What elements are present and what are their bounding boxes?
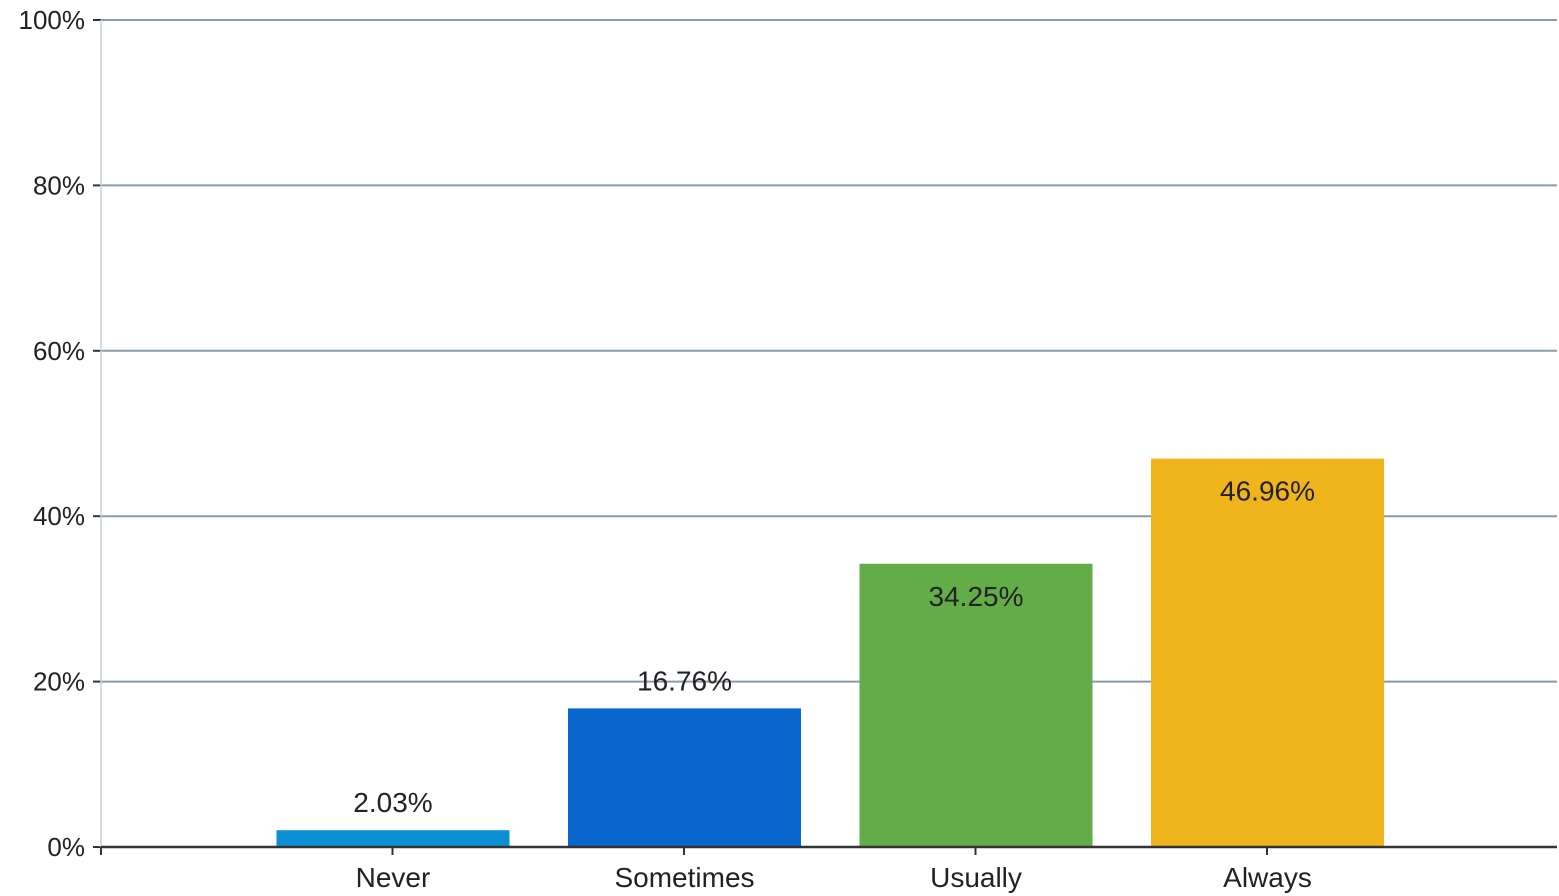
bar-always xyxy=(1151,458,1384,847)
bar-never xyxy=(276,830,510,847)
data-label: 46.96% xyxy=(1220,476,1315,507)
y-tick-label: 20% xyxy=(33,667,85,697)
labels: 0% 20% 40% 60% 80% 100% 2.03% Never 16.76% Someti… xyxy=(19,5,1315,893)
y-tick-label: 40% xyxy=(33,501,85,531)
x-tick-label: Usually xyxy=(930,862,1022,893)
y-tick-label: 80% xyxy=(33,170,85,200)
data-label: 34.25% xyxy=(929,581,1024,612)
bar-usually xyxy=(859,563,1093,847)
y-tick-label: 100% xyxy=(19,5,86,35)
bars xyxy=(276,458,1384,847)
bar-sometimes xyxy=(568,708,801,847)
data-label: 16.76% xyxy=(637,665,732,696)
x-tick-label: Sometimes xyxy=(614,862,754,893)
data-label: 2.03% xyxy=(353,787,432,818)
y-tick-label: 60% xyxy=(33,336,85,366)
x-tick-label: Always xyxy=(1223,862,1312,893)
x-tick-label: Never xyxy=(356,862,431,893)
axes xyxy=(93,19,1557,855)
y-tick-label: 0% xyxy=(47,832,85,862)
